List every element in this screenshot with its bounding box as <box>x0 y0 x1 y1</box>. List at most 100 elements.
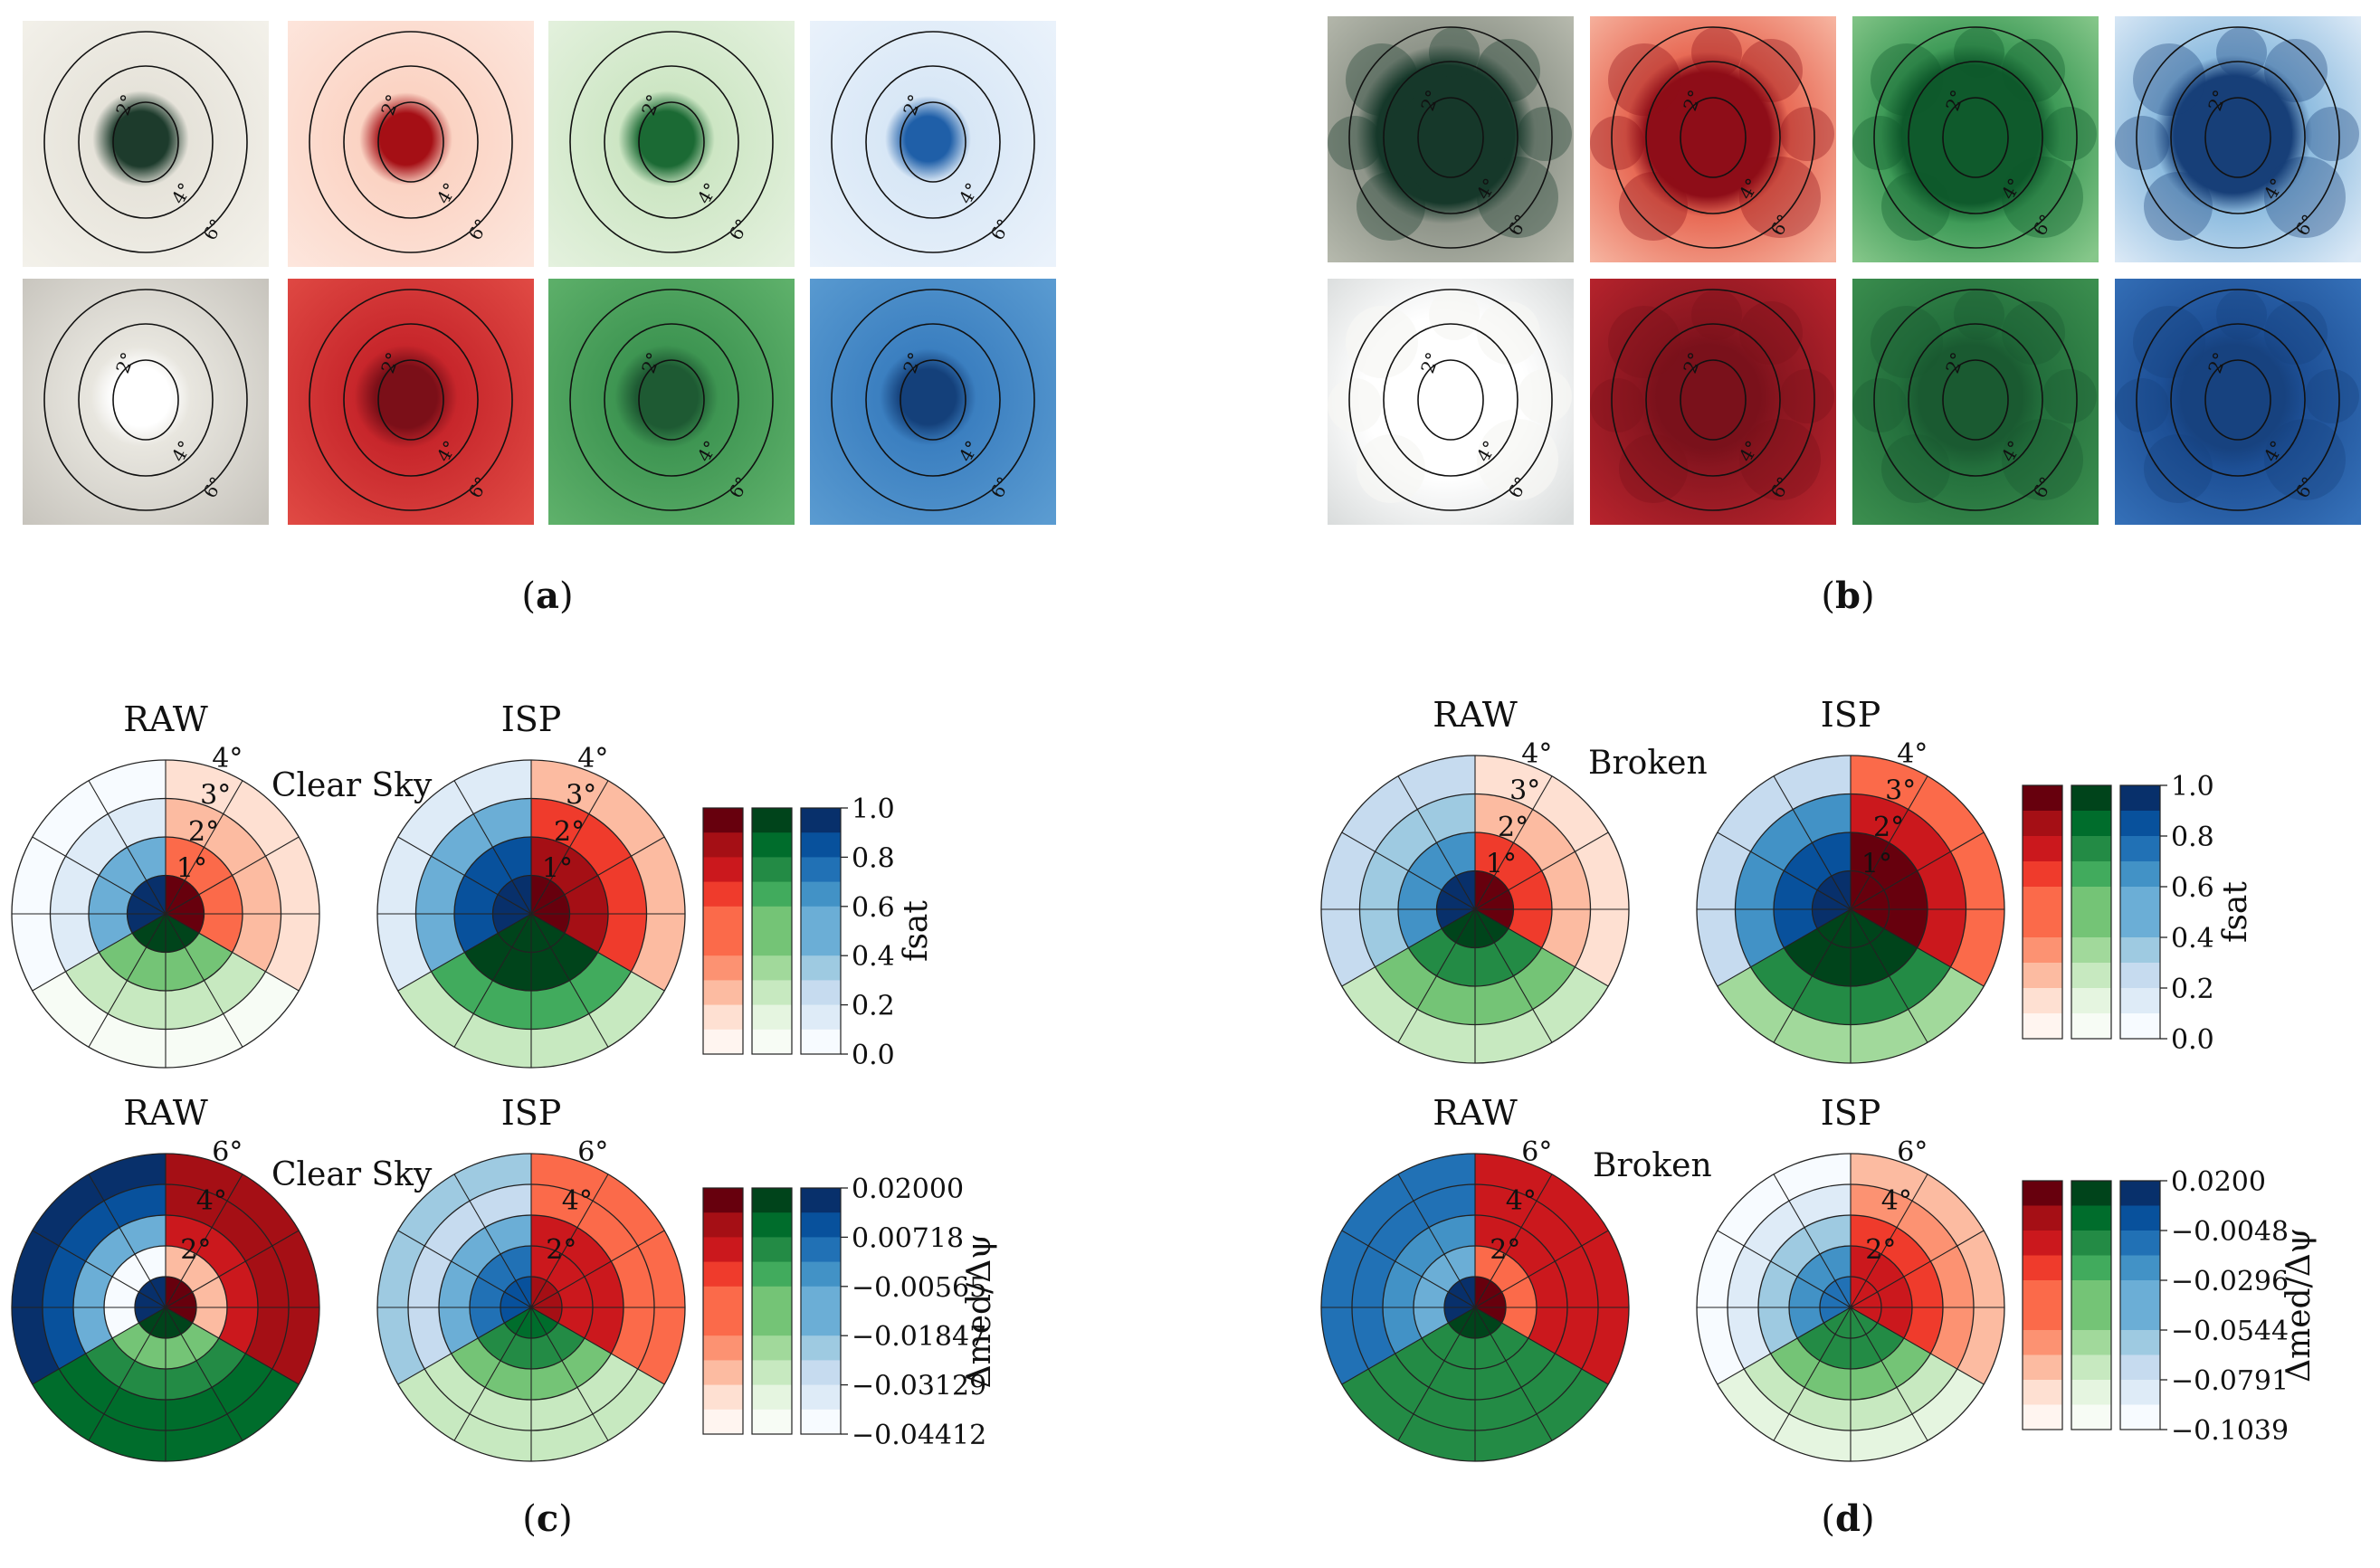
tile-a-isp-gray-bottom: 2° 4° 6° <box>23 279 269 525</box>
d-top-raw-wedge-blue <box>1398 832 1475 948</box>
d-top-raw-grid-spoke <box>1474 908 1609 987</box>
c-top-isp-grid-spoke <box>530 780 609 915</box>
d-bottom-isp-grid-spoke <box>1850 1307 1985 1385</box>
d-bottom-isp-title: ISP <box>1821 1093 1881 1133</box>
contour-line <box>1611 289 1815 511</box>
c-bottom-raw-title: RAW <box>123 1093 208 1133</box>
tile-background <box>2115 279 2361 525</box>
d-top-colorbar-cell-green <box>2071 861 2111 888</box>
d-top-colorbar-cell-green <box>2071 988 2111 1014</box>
contour-line <box>1383 61 1518 214</box>
c-bottom-isp-ring-label: 2° <box>546 1234 576 1266</box>
d-top-colorbar-cell-blue <box>2120 836 2160 862</box>
d-top-raw-ring-label: 3° <box>1509 775 1540 807</box>
d-bottom-colorbar-cell-blue <box>2120 1255 2160 1281</box>
contour-line <box>43 289 248 511</box>
tile-a-isp-blue-bottom: 2° 4° 6° <box>810 279 1056 525</box>
contour-line <box>1908 61 2043 214</box>
d-bottom-colorbar-tick-label: −0.0544 <box>2171 1316 2289 1347</box>
d-top-colorbar-cell-red <box>2023 811 2062 837</box>
cloud-patch <box>2002 301 2065 365</box>
c-bottom-isp-polar-plot: 2° 4° 6° <box>376 1136 686 1462</box>
d-bottom-colorbar-cell-blue <box>2120 1305 2160 1331</box>
tile-b-isp-gray-bottom: 2° 4° 6° <box>1328 279 1574 525</box>
d-top-colorbar-cell-green <box>2071 785 2111 812</box>
c-top-isp-polar-plot: 1° 2° 3° 4° <box>376 743 686 1069</box>
c-top-isp-wedge-blue <box>492 875 531 934</box>
d-top-colorbar-cell-red <box>2023 785 2062 812</box>
d-top-raw-ring-label: 2° <box>1498 812 1528 843</box>
cloud-patch <box>1477 301 1540 365</box>
c-bottom-colorbar-cell-blue <box>801 1409 841 1435</box>
c-bottom-colorbar-cell-blue <box>801 1261 841 1288</box>
c-bottom-isp-ring-label: 6° <box>577 1136 608 1168</box>
contour-line <box>309 289 513 511</box>
contour-line <box>1348 26 1553 249</box>
c-bottom-colorbar-cell-green <box>752 1188 792 1213</box>
contour-line <box>2204 97 2271 178</box>
d-bottom-isp-grid-spoke <box>1717 1230 1852 1308</box>
d-bottom-raw-wedge-red <box>1475 1215 1568 1354</box>
contour-line <box>2170 61 2306 214</box>
d-top-isp-wedge-red <box>1851 832 1928 948</box>
c-bottom-colorbar-frame-green <box>751 1187 793 1435</box>
c-top-isp-grid-spoke <box>530 836 665 915</box>
c-top-colorbar-cell-red <box>703 980 743 1006</box>
contour-line <box>1942 97 2009 178</box>
c-top-colorbar-cell-red <box>703 857 743 883</box>
c-top-isp-wedge-red <box>531 875 570 934</box>
d-top-isp-ring-label: 4° <box>1897 738 1928 770</box>
contour-line <box>377 359 444 441</box>
contour-line <box>1417 97 1484 178</box>
tile-background <box>23 279 269 525</box>
d-bottom-colorbar-cell-red <box>2023 1380 2062 1405</box>
contour-line <box>1348 289 1553 511</box>
c-top-colorbar-cell-green <box>752 857 792 883</box>
d-bottom-raw-wedge-blue <box>1321 1154 1475 1384</box>
tile-b-isp-blue-bottom: 2° 4° 6° <box>2115 279 2361 525</box>
d-top-colorbar-cell-red <box>2023 937 2062 964</box>
d-top-isp-grid-spoke <box>1850 908 1985 987</box>
c-top-colorbar-cell-green <box>752 955 792 981</box>
cloud-patch <box>1357 172 1425 241</box>
c-bottom-colorbar-cell-blue <box>801 1188 841 1213</box>
c-bottom-raw-ring-label: 4° <box>196 1185 227 1217</box>
contour-line <box>865 323 1001 477</box>
cloud-patch <box>2002 157 2083 238</box>
tile-background <box>1328 16 1574 262</box>
c-bottom-raw-wedge-blue <box>12 1154 166 1384</box>
c-top-colorbar-cell-red <box>703 881 743 908</box>
d-bottom-isp-wedge-red <box>1851 1215 1943 1354</box>
d-bottom-colorbar-cell-blue <box>2120 1380 2160 1405</box>
c-top-isp-title: ISP <box>501 699 562 739</box>
c-bottom-raw-wedge-red <box>166 1215 258 1354</box>
contour-line <box>1645 323 1781 477</box>
c-top-raw-ring-label: 3° <box>200 780 231 812</box>
d-bottom-isp-grid-spoke <box>1850 1174 1928 1308</box>
contour-line <box>1611 26 1815 249</box>
c-bottom-isp-wedge-blue <box>439 1215 531 1354</box>
c-bottom-colorbar: 0.02000 0.00718 −0.00565 −0.01847 −0.03129 −0… <box>702 1174 998 1451</box>
c-bottom-colorbar-cell-green <box>752 1409 792 1435</box>
c-top-raw-grid-spoke <box>165 780 243 915</box>
c-top-colorbar-cell-green <box>752 881 792 908</box>
c-bottom-raw-polar-plot: 2° 4° 6° <box>11 1136 320 1462</box>
c-top-isp-grid-spoke <box>530 913 609 1048</box>
cloud-patch <box>1739 39 1803 102</box>
d-bottom-raw-title: RAW <box>1433 1093 1518 1133</box>
c-top-raw-polar-plot: 1° 2° 3° 4° <box>11 743 320 1069</box>
cloud-patch <box>2115 116 2169 170</box>
c-bottom-colorbar-frame-blue <box>800 1187 842 1435</box>
d-bottom-isp-wedge-red <box>1851 1277 1882 1323</box>
c-top-isp-grid-spoke <box>453 913 532 1048</box>
c-top-colorbar-cell-blue <box>801 1004 841 1031</box>
cloud-patch <box>1429 290 1480 340</box>
d-top-colorbar-cell-red <box>2023 912 2062 938</box>
cloud-patch <box>1619 172 1688 241</box>
c-top-colorbar-cell-blue <box>801 906 841 932</box>
d-bottom-colorbar-cell-green <box>2071 1404 2111 1430</box>
d-bottom-raw-grid-spoke <box>1397 1307 1476 1441</box>
d-bottom-isp-grid-spoke <box>1717 1307 1852 1385</box>
tile-background <box>548 21 795 267</box>
d-top-colorbar: 1.0 0.8 0.6 0.4 0.2 0.0 fsat <box>2022 771 2254 1056</box>
